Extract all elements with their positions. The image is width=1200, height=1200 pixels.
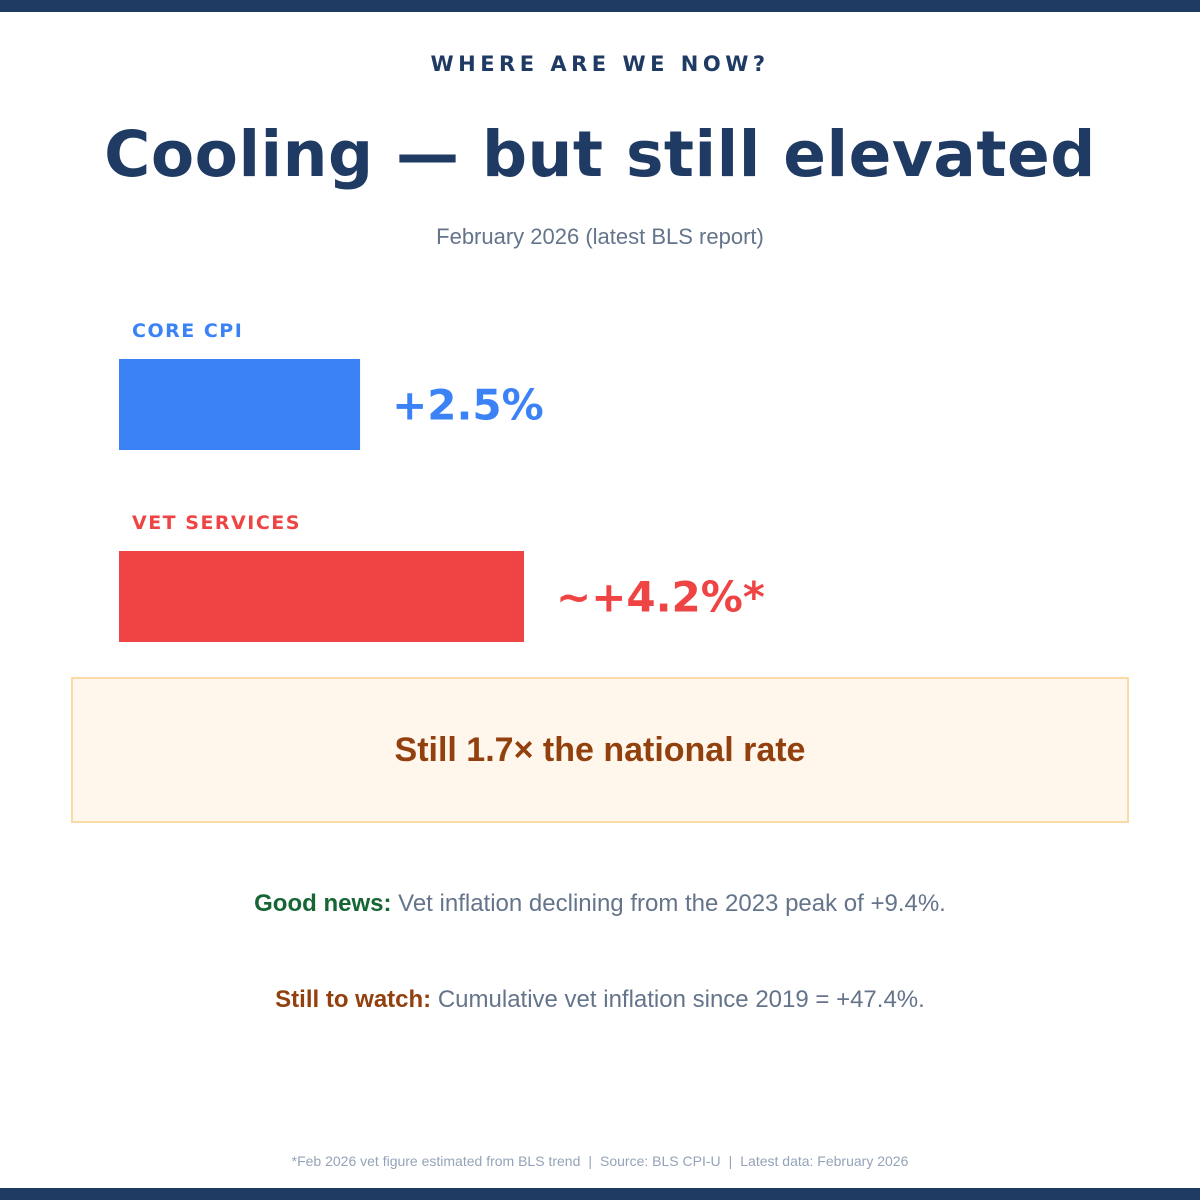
footer-estimate-note: *Feb 2026 vet figure estimated from BLS … bbox=[291, 1153, 581, 1169]
eyebrow-label: WHERE ARE WE NOW? bbox=[430, 52, 770, 76]
footer-separator: | bbox=[588, 1153, 592, 1169]
category-label: VET SERVICES bbox=[132, 512, 301, 534]
bottom-accent-bar bbox=[0, 1188, 1200, 1200]
good-news-note: Good news: Vet inflation declining from … bbox=[0, 890, 1200, 918]
footer-separator: | bbox=[728, 1153, 733, 1169]
good-news-text: Vet inflation declining from the 2023 pe… bbox=[391, 890, 946, 917]
value-label: +2.5% bbox=[392, 381, 544, 430]
value-label: ~+4.2%* bbox=[556, 573, 765, 622]
bar-chart: CORE CPI +2.5% VET SERVICES ~+4.2%* bbox=[119, 320, 765, 642]
callout-box: Still 1.7× the national rate bbox=[71, 677, 1129, 823]
category-label: CORE CPI bbox=[132, 320, 243, 342]
footer: *Feb 2026 vet figure estimated from BLS … bbox=[0, 1153, 1200, 1169]
good-news-label: Good news: bbox=[254, 890, 392, 917]
bar bbox=[119, 359, 361, 450]
callout-text: Still 1.7× the national rate bbox=[394, 730, 806, 769]
footer-latest: Latest data: February 2026 bbox=[740, 1153, 909, 1169]
watch-text: Cumulative vet inflation since 2019 = +4… bbox=[431, 986, 925, 1013]
bar bbox=[119, 551, 524, 642]
subtitle: February 2026 (latest BLS report) bbox=[436, 224, 764, 249]
watch-note: Still to watch: Cumulative vet inflation… bbox=[0, 986, 1200, 1014]
watch-label: Still to watch: bbox=[275, 986, 432, 1013]
page-title: Cooling — but still elevated bbox=[104, 118, 1096, 191]
footer-source: Source: BLS CPI-U bbox=[600, 1153, 721, 1169]
top-accent-bar bbox=[0, 0, 1200, 12]
